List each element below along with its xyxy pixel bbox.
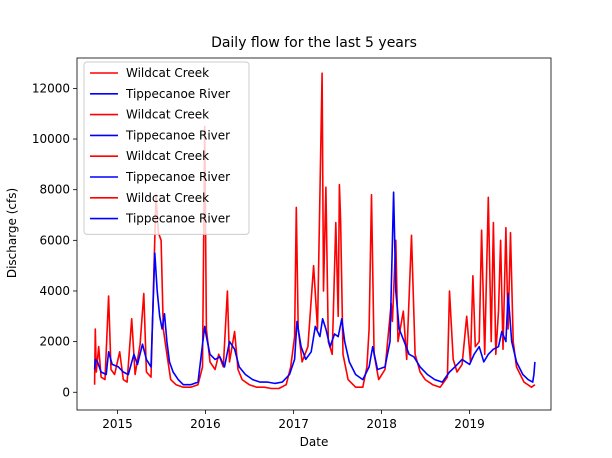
x-tick-label-3: 2018: [366, 417, 397, 431]
y-tick-label-4: 8000: [39, 183, 70, 197]
y-tick-label-6: 12000: [32, 81, 70, 95]
legend-frame: [83, 61, 250, 235]
legend: Wildcat Creek Tippecanoe River Wildcat Cre…: [83, 61, 250, 235]
y-tick-label-1: 2000: [39, 335, 70, 349]
y-tick-label-0: 0: [62, 385, 70, 399]
series-line-1: [93, 191, 536, 386]
axes-layer: 2015 2016 2017 2018 2019 0 2000 4000 6000 8000 100…: [32, 57, 552, 431]
x-tick-label-2: 2017: [278, 417, 309, 431]
x-axis-label: Date: [300, 435, 329, 449]
x-tick-label-0: 2015: [102, 417, 133, 431]
legend-label-0: Wildcat Creek: [126, 66, 209, 80]
y-tick-label-3: 6000: [39, 233, 70, 247]
y-tick-label-2: 4000: [39, 284, 70, 298]
legend-label-4: Wildcat Creek: [126, 149, 209, 163]
chart-title: Daily flow for the last 5 years: [211, 35, 417, 51]
x-tick-label-4: 2019: [454, 417, 485, 431]
y-axis-label: Discharge (cfs): [5, 188, 19, 278]
plot-frame: [76, 57, 552, 411]
legend-label-3: Tippecanoe River: [125, 128, 230, 142]
legend-label-1: Tippecanoe River: [125, 87, 230, 101]
legend-label-6: Wildcat Creek: [126, 191, 209, 205]
y-tick-label-5: 10000: [32, 132, 70, 146]
legend-label-2: Wildcat Creek: [126, 108, 209, 122]
legend-label-7: Tippecanoe River: [125, 212, 230, 226]
x-tick-label-1: 2016: [190, 417, 221, 431]
legend-label-5: Tippecanoe River: [125, 170, 230, 184]
